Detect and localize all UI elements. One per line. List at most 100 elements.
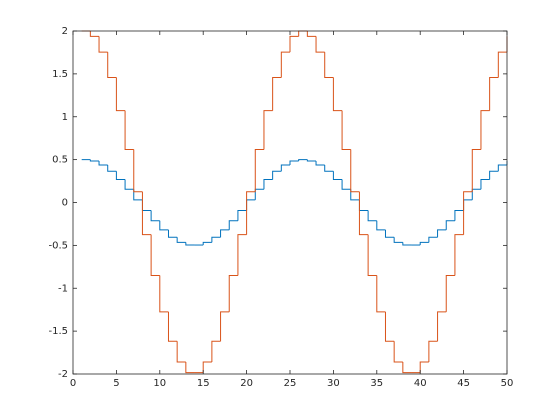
stair-step — [497, 51, 507, 78]
stair-step — [315, 160, 325, 166]
stair-step — [393, 341, 403, 363]
stair-step — [133, 189, 143, 201]
x-tick-label: 15 — [197, 378, 210, 389]
stair-step — [280, 51, 290, 78]
stair-step — [376, 220, 386, 231]
stair-step — [437, 311, 447, 342]
stair-step — [159, 220, 169, 231]
y-tick-label: -2 — [58, 369, 68, 380]
stair-step — [289, 160, 299, 165]
stair-step — [393, 237, 403, 243]
stair-step — [489, 170, 499, 180]
y-tick-label: 1.5 — [52, 69, 68, 80]
stair-step — [341, 179, 351, 190]
stair-step — [324, 164, 334, 172]
stair-step — [471, 149, 481, 192]
x-tick-label: 50 — [501, 378, 514, 389]
stair-step — [463, 191, 473, 235]
stair-step — [489, 76, 499, 111]
stair-step — [454, 234, 464, 276]
x-tick-label: 25 — [284, 378, 297, 389]
stair-step — [220, 229, 230, 238]
stair-step — [237, 210, 247, 221]
x-tick-label: 20 — [240, 378, 253, 389]
stair-step — [115, 77, 126, 112]
stair-step — [124, 110, 134, 151]
stair-step — [107, 52, 117, 78]
stair-step — [332, 171, 343, 181]
stair-step — [306, 159, 317, 162]
stair-step — [89, 31, 100, 37]
stair-step — [384, 229, 395, 238]
stair-step — [419, 361, 429, 373]
stair-step — [350, 149, 360, 193]
stair-step — [98, 160, 108, 166]
stair-step — [150, 234, 160, 277]
y-tick-label: 2 — [62, 26, 68, 37]
stair-step — [98, 36, 108, 53]
stair-step — [202, 361, 212, 373]
stair-step — [150, 210, 160, 222]
stair-step — [167, 229, 178, 238]
stair-step — [263, 110, 273, 150]
x-tick-label: 40 — [414, 378, 427, 389]
stair-step — [141, 191, 152, 236]
stair-step — [202, 241, 212, 246]
stair-step — [454, 210, 464, 221]
stair-step — [185, 361, 195, 374]
stair-step — [324, 52, 334, 78]
stair-step — [367, 234, 377, 277]
stair-step — [115, 171, 126, 181]
stair-step — [445, 220, 455, 230]
stair-step — [272, 170, 282, 180]
stair-step — [428, 236, 438, 243]
stair-step — [211, 340, 221, 362]
stair-step — [237, 234, 247, 276]
stair-step — [402, 242, 412, 246]
stair-step — [107, 164, 117, 172]
stair-step — [263, 179, 273, 190]
x-tick-label: 10 — [153, 378, 166, 389]
y-tick-label: 0 — [62, 198, 68, 209]
y-tick-label: -0.5 — [48, 240, 68, 251]
x-tick-label: 30 — [327, 378, 340, 389]
stair-step — [228, 220, 238, 230]
stair-step — [124, 179, 134, 190]
stair-step — [272, 76, 282, 111]
stair-step — [280, 164, 290, 172]
stair-step — [254, 149, 264, 192]
y-tick-label: -1.5 — [48, 326, 68, 337]
stair-step — [332, 77, 343, 112]
y-tick-label: 0.5 — [52, 155, 68, 166]
stair-step — [437, 229, 447, 238]
stair-step — [220, 311, 230, 342]
stair-step — [176, 341, 186, 363]
stair-step — [376, 275, 386, 313]
stair-step — [211, 236, 221, 243]
stair-step — [228, 275, 238, 312]
stair-step — [384, 311, 395, 342]
stair-step — [419, 241, 429, 246]
stair-step — [497, 164, 507, 172]
stair-step — [133, 149, 143, 193]
stair-step — [315, 36, 325, 53]
stair-step — [89, 159, 100, 162]
stair-step — [167, 311, 178, 342]
stair-step — [358, 191, 369, 236]
stair-step — [341, 110, 351, 151]
x-tick-label: 5 — [113, 378, 119, 389]
stair-step — [445, 275, 455, 312]
stair-step — [185, 242, 195, 246]
stair-step — [480, 179, 490, 190]
stair-step — [306, 31, 317, 37]
x-tick-label: 45 — [457, 378, 470, 389]
y-tick-label: -1 — [58, 283, 68, 294]
stair-step — [159, 275, 169, 313]
stair-step — [480, 110, 490, 150]
stair-step — [350, 189, 360, 201]
stair-step — [402, 361, 412, 374]
x-tick-label: 0 — [70, 378, 76, 389]
stair-step — [176, 237, 186, 243]
stair-step — [246, 191, 256, 235]
